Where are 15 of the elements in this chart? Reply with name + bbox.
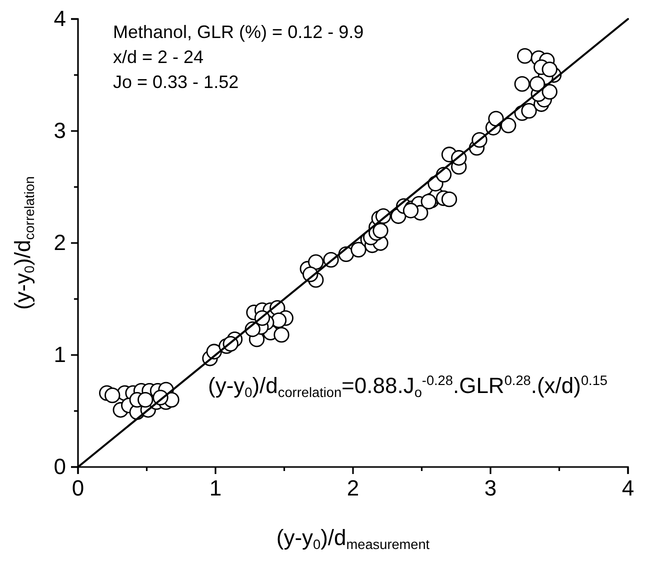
x-axis-title: (y-y$_{0}$)/d$_{measurement}$ — [276, 525, 430, 552]
x-tick-label: 0 — [72, 476, 84, 501]
x-tick-label: 3 — [484, 476, 497, 501]
y-tick-label: 0 — [54, 454, 66, 480]
x-tick-label: 1 — [209, 476, 222, 501]
annotation: x/d = 2 - 24 — [113, 47, 204, 67]
y-tick-label: 4 — [54, 6, 66, 32]
y-tick-label: 2 — [54, 230, 66, 256]
annotation: Methanol, GLR (%) = 0.12 - 9.9 — [113, 22, 364, 42]
x-tick-label: 2 — [346, 476, 360, 501]
y-tick-label: 3 — [54, 118, 66, 144]
text: (y-y$_{0}$)/d$_{correlation}$=0.88.J$_{o}$$^{-0.28}$.GLR$^{0.28}$.(x/d)$^{0.15}$ — [208, 373, 608, 400]
annotation: Jo = 0.33 - 1.52 — [113, 72, 239, 92]
x-tick-label: 4 — [622, 476, 634, 501]
y-tick-label: 1 — [54, 342, 66, 368]
